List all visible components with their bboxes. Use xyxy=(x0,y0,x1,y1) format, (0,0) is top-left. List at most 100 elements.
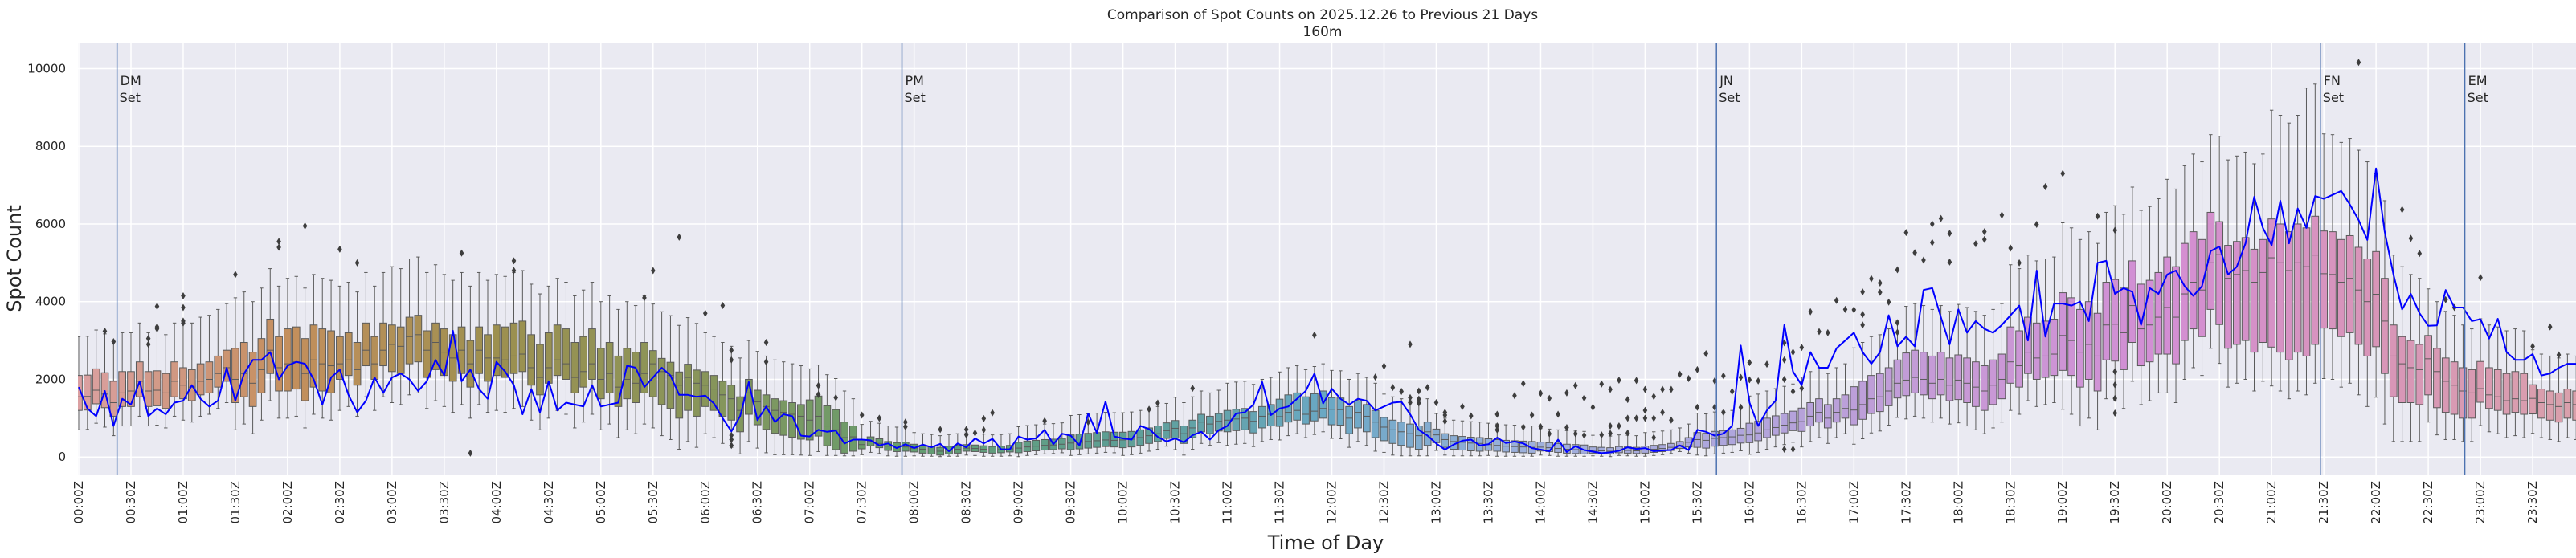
outlier-point xyxy=(729,435,734,443)
box-55 xyxy=(553,278,562,411)
x-tick-label: 00:00Z xyxy=(72,481,86,524)
outlier-point xyxy=(2008,244,2014,252)
box-iqr xyxy=(1936,352,1945,396)
x-tick-label: 19:30Z xyxy=(2108,481,2122,524)
outlier-point xyxy=(642,294,647,302)
box-228 xyxy=(2059,222,2067,410)
box-71 xyxy=(693,323,701,448)
box-58 xyxy=(579,289,587,423)
box-iqr xyxy=(2084,301,2093,380)
box-78 xyxy=(753,351,762,449)
box-iqr xyxy=(2441,357,2450,413)
box-iqr xyxy=(605,342,614,393)
box-iqr xyxy=(570,342,579,393)
box-iqr xyxy=(1450,435,1458,450)
box-iqr xyxy=(1797,407,1806,432)
box-iqr xyxy=(2267,218,2276,348)
box-iqr xyxy=(1249,411,1257,434)
outlier-point xyxy=(1721,372,1726,380)
box-iqr xyxy=(92,368,100,405)
box-iqr xyxy=(2337,238,2345,337)
box-iqr xyxy=(1823,404,1832,429)
x-tick-label: 20:00Z xyxy=(2160,481,2174,524)
outlier-point xyxy=(1529,411,1535,419)
outlier-point xyxy=(1703,350,1709,358)
box-125 xyxy=(1162,402,1171,447)
box-iqr xyxy=(1336,397,1345,426)
box-234 xyxy=(2111,205,2120,401)
box-iqr xyxy=(292,326,301,390)
outlier-point xyxy=(1921,256,1926,264)
box-iqr xyxy=(657,357,666,405)
box-iqr xyxy=(1388,419,1397,444)
x-tick-label: 12:00Z xyxy=(1325,481,1339,524)
outlier-point xyxy=(1860,311,1865,319)
outlier-point xyxy=(650,267,656,275)
box-iqr xyxy=(1319,390,1327,419)
box-285 xyxy=(2554,357,2563,442)
outlier-point xyxy=(1764,360,1769,369)
box-204 xyxy=(1850,347,1858,445)
box-187 xyxy=(1702,413,1711,457)
outlier-point xyxy=(763,339,769,347)
outlier-point xyxy=(1634,377,1639,385)
box-193 xyxy=(1754,393,1763,453)
x-tick-label: 10:00Z xyxy=(1116,481,1131,524)
outlier-point xyxy=(1625,414,1630,422)
box-40 xyxy=(423,271,431,409)
set-time-label: PM xyxy=(906,73,924,88)
current-day-line xyxy=(78,167,2576,454)
box-iqr xyxy=(231,348,239,403)
box-iqr xyxy=(2485,367,2493,409)
box-9 xyxy=(153,331,162,426)
box-139 xyxy=(1284,367,1293,437)
outlier-point xyxy=(1895,266,1900,274)
box-221 xyxy=(1997,303,2006,423)
outlier-point xyxy=(1999,211,2005,219)
y-tick-labels: 0 2000 4000 6000 8000 10000 xyxy=(27,61,66,464)
box-iqr xyxy=(1362,404,1371,433)
box-241 xyxy=(2172,188,2180,403)
box-130 xyxy=(1206,392,1214,446)
box-231 xyxy=(2084,231,2093,419)
box-iqr xyxy=(1963,357,1971,404)
box-iqr xyxy=(83,374,92,411)
outlier-point xyxy=(1842,305,1848,313)
x-tick-label: 23:30Z xyxy=(2525,481,2540,524)
box-iqr xyxy=(362,322,370,367)
x-tick-label: 09:30Z xyxy=(1064,481,1078,524)
outlier-point xyxy=(1625,396,1630,404)
box-iqr xyxy=(223,349,231,382)
box-iqr xyxy=(1293,392,1302,421)
x-tick-label: 02:00Z xyxy=(280,481,295,524)
box-iqr xyxy=(2345,234,2354,333)
box-128 xyxy=(1188,396,1197,450)
y-tick-label: 2000 xyxy=(35,372,66,386)
box-iqr xyxy=(1327,397,1336,426)
outlier-point xyxy=(1617,422,1621,430)
box-208 xyxy=(1884,328,1893,426)
outlier-point xyxy=(1695,403,1700,411)
outlier-point xyxy=(1747,376,1752,384)
x-tick-label: 22:30Z xyxy=(2421,481,2435,524)
outlier-point xyxy=(938,426,942,434)
box-iqr xyxy=(1066,434,1075,450)
box-iqr xyxy=(2537,389,2545,419)
outlier-point xyxy=(677,233,682,241)
box-133 xyxy=(1232,381,1241,445)
box-259 xyxy=(2329,134,2337,380)
outlier-point xyxy=(1886,298,1891,306)
box-iqr xyxy=(1997,353,2006,400)
box-17 xyxy=(223,303,231,403)
box-282 xyxy=(2529,349,2537,434)
outlier-point xyxy=(1869,275,1874,283)
x-tick-label: 04:30Z xyxy=(542,481,556,524)
box-iqr xyxy=(1310,393,1319,422)
box-70 xyxy=(684,317,692,442)
box-206 xyxy=(1867,336,1875,434)
box-243 xyxy=(2189,153,2198,369)
outlier-point xyxy=(1947,230,1952,238)
box-iqr xyxy=(2024,316,2032,374)
box-iqr xyxy=(1102,431,1110,447)
box-212 xyxy=(1920,305,1928,419)
